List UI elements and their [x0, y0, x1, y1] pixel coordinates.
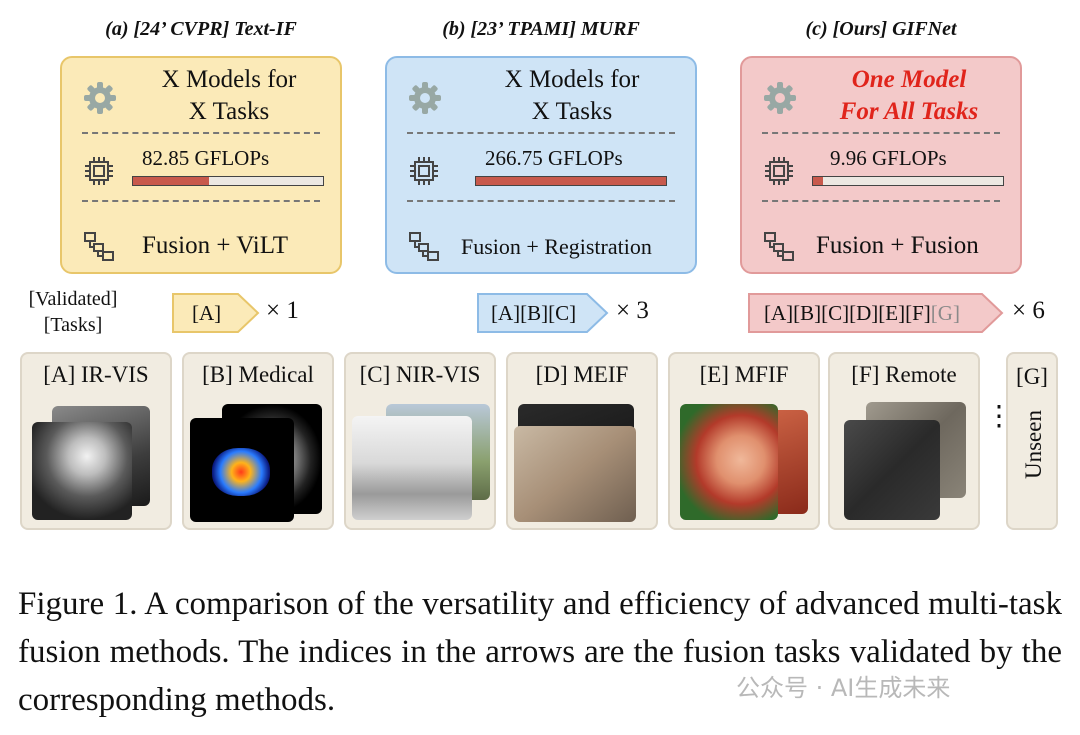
unseen-task-label: [G] [1016, 364, 1048, 389]
task-count-c: × 6 [1012, 297, 1045, 324]
task-card-remote: [F] Remote [828, 352, 980, 530]
watermark: 公众号 · AI生成未来 [736, 674, 951, 702]
gflops-label: 82.85 GFLOPs [142, 146, 270, 170]
task-label: [B] Medical [202, 362, 314, 387]
method-a-panel: X Models for X Tasks 82.85 GFLOPs Fusion … [60, 56, 342, 274]
divider [407, 132, 675, 134]
gear-icon [764, 82, 796, 114]
task-card-mfif: [E] MFIF [668, 352, 820, 530]
gflops-bar-fill [813, 177, 823, 185]
models-text: X Models for X Tasks [161, 66, 297, 125]
unseen-word: Unseen [1021, 410, 1046, 479]
chip-icon [410, 157, 438, 185]
gflops-label: 9.96 GFLOPs [830, 146, 947, 170]
divider [762, 200, 1000, 202]
method-c-title: (c) [Ours] GIFNet [805, 18, 957, 40]
method-b-panel: X Models for X Tasks 266.75 GFLOPs Fusion… [385, 56, 697, 274]
ir-vis-front-image [32, 422, 132, 520]
task-arrow-a: [A] [172, 293, 260, 333]
arrow-shape [172, 293, 260, 333]
method-a-title: (a) [24’ CVPR] Text-IF [105, 18, 297, 40]
task-arrow-b: [A][B][C] [477, 293, 609, 333]
arrow-shape [477, 293, 609, 333]
task-card-unseen: [G] Unseen [1006, 352, 1058, 530]
gear-icon [84, 82, 116, 114]
arrow-shape [748, 293, 1004, 333]
divider [82, 200, 320, 202]
divider [407, 200, 675, 202]
validated-tasks-label: [Validated] [Tasks] [28, 288, 118, 336]
gflops-label: 266.75 GFLOPs [485, 146, 623, 170]
task-label: [E] MFIF [699, 362, 789, 387]
task-card-ir-vis: [A] IR-VIS [20, 352, 172, 530]
gflops-bar [475, 176, 667, 186]
task-label: [D] MEIF [535, 362, 629, 387]
task-count-a: × 1 [266, 297, 299, 324]
divider [762, 132, 1000, 134]
method-b-title: (b) [23’ TPAMI] MURF [442, 18, 640, 40]
meif-front-image [514, 426, 636, 522]
task-card-medical: [B] Medical [182, 352, 334, 530]
fusion-label: Fusion + Registration [461, 234, 652, 259]
divider [82, 132, 320, 134]
chip-icon [765, 157, 793, 185]
workflow-icon [409, 232, 439, 261]
remote-front-image [844, 420, 940, 520]
nir-vis-front-image [352, 416, 472, 520]
models-text: X Models for X Tasks [504, 66, 640, 125]
figure-caption: Figure 1. A comparison of the versatilit… [18, 586, 1062, 718]
medical-front-image [190, 418, 294, 522]
method-c-panel: One Model For All Tasks 9.96 GFLOPs Fusio… [740, 56, 1022, 274]
fusion-label: Fusion + Fusion [816, 232, 979, 259]
task-card-meif: [D] MEIF [506, 352, 658, 530]
gflops-bar [132, 176, 324, 186]
task-arrow-c: [A][B][C][D][E][F][G] [748, 293, 1004, 333]
task-label: [C] NIR-VIS [359, 362, 481, 387]
fusion-label: Fusion + ViLT [142, 232, 288, 259]
task-label: [F] Remote [851, 362, 957, 387]
gear-icon [409, 82, 441, 114]
gflops-bar [812, 176, 1004, 186]
task-count-b: × 3 [616, 297, 649, 324]
chip-icon [85, 157, 113, 185]
mfif-front-image [680, 404, 778, 520]
task-card-nir-vis: [C] NIR-VIS [344, 352, 496, 530]
models-text: One Model For All Tasks [839, 66, 979, 125]
task-label: [A] IR-VIS [43, 362, 149, 387]
workflow-icon [764, 232, 794, 261]
gflops-bar-fill [133, 177, 209, 185]
gflops-bar-fill [476, 177, 666, 185]
workflow-icon [84, 232, 114, 261]
